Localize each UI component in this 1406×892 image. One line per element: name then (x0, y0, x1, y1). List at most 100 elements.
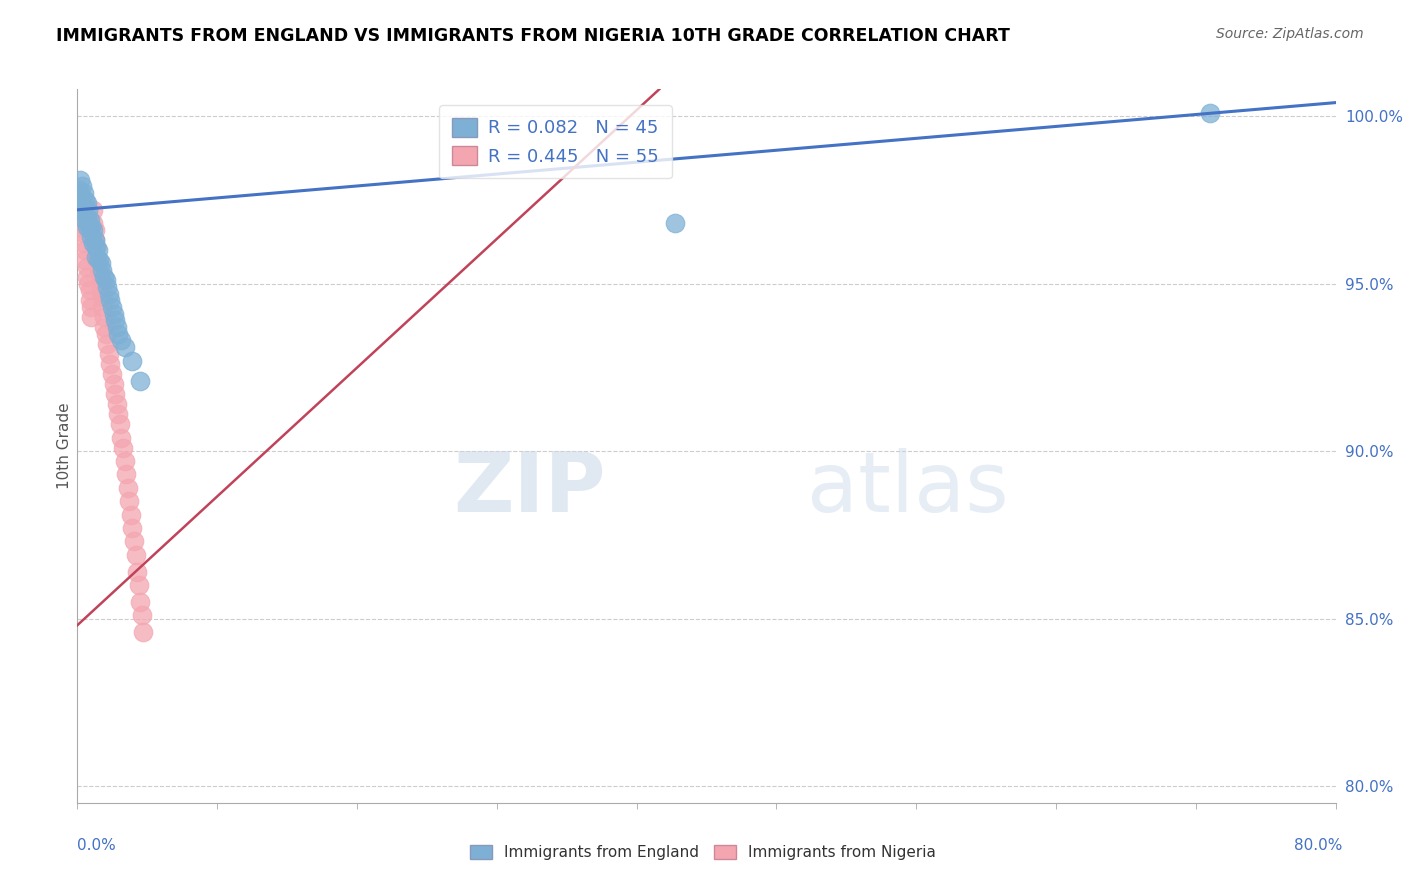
Legend: Immigrants from England, Immigrants from Nigeria: Immigrants from England, Immigrants from… (464, 839, 942, 866)
Point (101, 367, 124, 381)
Point (67, 202, 90, 217)
Point (72, 236, 94, 251)
Point (115, 467, 138, 482)
Point (72, 186, 94, 200)
Point (87, 243, 110, 257)
Text: atlas: atlas (807, 449, 1010, 529)
Point (98, 357, 121, 371)
Point (75, 212, 97, 227)
Point (96, 280, 118, 294)
Point (70, 196, 93, 211)
Text: ZIP: ZIP (453, 449, 606, 529)
Point (104, 387, 127, 401)
Legend: R = 0.082   N = 45, R = 0.445   N = 55: R = 0.082 N = 45, R = 0.445 N = 55 (440, 105, 672, 178)
Point (80, 310, 103, 324)
Point (124, 548, 146, 562)
Point (103, 377, 125, 392)
Point (75, 193, 97, 207)
Point (93, 320, 115, 334)
Point (82, 216, 104, 230)
Y-axis label: 10th Grade: 10th Grade (56, 402, 72, 490)
Point (77, 216, 100, 230)
Point (110, 334, 132, 348)
Point (104, 313, 127, 327)
Point (69, 199, 91, 213)
Point (75, 253, 97, 268)
Point (120, 508, 142, 522)
Point (77, 202, 100, 217)
Point (90, 273, 112, 287)
Point (97, 286, 120, 301)
Point (83, 233, 105, 247)
Point (72, 227, 94, 241)
Point (98, 293, 121, 308)
Point (82, 236, 104, 251)
Point (69, 189, 91, 203)
Point (84, 250, 107, 264)
Point (82, 223, 104, 237)
Point (96, 336, 118, 351)
Point (94, 326, 117, 341)
Point (87, 256, 110, 270)
Point (76, 260, 98, 274)
Point (114, 340, 136, 354)
Point (79, 283, 101, 297)
Point (111, 441, 134, 455)
Point (121, 353, 143, 368)
Point (70, 219, 93, 234)
Point (80, 229, 103, 244)
Point (128, 578, 150, 592)
Point (84, 240, 107, 254)
Point (69, 172, 91, 186)
Point (117, 481, 139, 495)
Point (83, 223, 105, 237)
Point (1199, 105, 1222, 120)
Point (91, 300, 114, 314)
Point (118, 494, 141, 508)
Point (76, 219, 98, 234)
Point (107, 407, 129, 421)
Point (67, 206, 90, 220)
Point (664, 216, 686, 230)
Point (94, 273, 117, 287)
Point (67, 193, 90, 207)
Point (80, 300, 103, 314)
Point (90, 283, 112, 297)
Point (101, 300, 124, 314)
Point (121, 521, 143, 535)
Point (108, 417, 131, 432)
Point (93, 310, 115, 324)
Point (76, 210, 98, 224)
Point (105, 320, 128, 334)
Point (67, 183, 90, 197)
Point (91, 263, 114, 277)
Point (80, 219, 103, 234)
Point (83, 233, 105, 247)
Point (82, 202, 104, 217)
Point (114, 454, 136, 468)
Point (76, 269, 98, 284)
Point (129, 595, 152, 609)
Text: Source: ZipAtlas.com: Source: ZipAtlas.com (1216, 27, 1364, 41)
Point (131, 608, 153, 623)
Point (105, 397, 128, 411)
Point (69, 212, 91, 227)
Point (70, 179, 93, 194)
Point (67, 193, 90, 207)
Point (77, 277, 100, 291)
Point (89, 267, 111, 281)
Point (129, 374, 152, 388)
Text: 80.0%: 80.0% (1295, 838, 1343, 854)
Point (79, 223, 101, 237)
Point (91, 290, 114, 304)
Point (72, 206, 94, 220)
Point (97, 347, 120, 361)
Point (76, 196, 98, 211)
Point (132, 624, 155, 639)
Point (93, 269, 115, 284)
Text: IMMIGRANTS FROM ENGLAND VS IMMIGRANTS FROM NIGERIA 10TH GRADE CORRELATION CHART: IMMIGRANTS FROM ENGLAND VS IMMIGRANTS FR… (56, 27, 1010, 45)
Point (127, 565, 149, 579)
Point (110, 431, 132, 445)
Point (107, 326, 129, 341)
Text: 0.0%: 0.0% (77, 838, 117, 854)
